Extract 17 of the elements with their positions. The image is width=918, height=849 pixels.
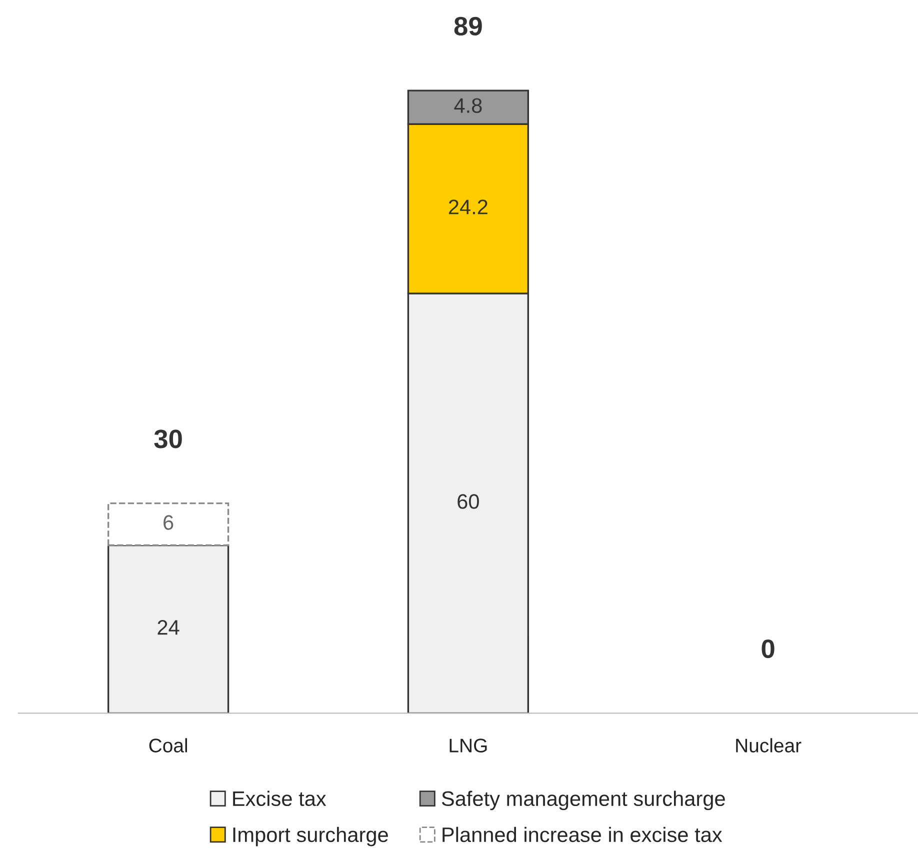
data-label: 24.2 <box>448 200 488 214</box>
data-label: 24 <box>158 620 180 635</box>
total-label: 30 <box>154 430 182 448</box>
text: 0 <box>762 639 774 658</box>
data-label: 60 <box>458 494 479 509</box>
legend-label: Safety management surcharge <box>442 790 725 810</box>
data-label: 6 <box>164 515 174 530</box>
data-label: 4.8 <box>454 98 482 113</box>
legend-label: Planned increase in excise tax <box>442 826 722 842</box>
bar <box>107 544 230 714</box>
legend-label: Excise tax <box>233 790 326 806</box>
legend-label: Import surcharge <box>233 826 388 846</box>
x-tick-label: Coal <box>149 738 187 752</box>
x-tick-label: Nuclear <box>736 738 802 752</box>
x-tick-label: LNG <box>450 738 487 752</box>
bar <box>107 502 230 546</box>
total-label: 89 <box>454 16 482 36</box>
